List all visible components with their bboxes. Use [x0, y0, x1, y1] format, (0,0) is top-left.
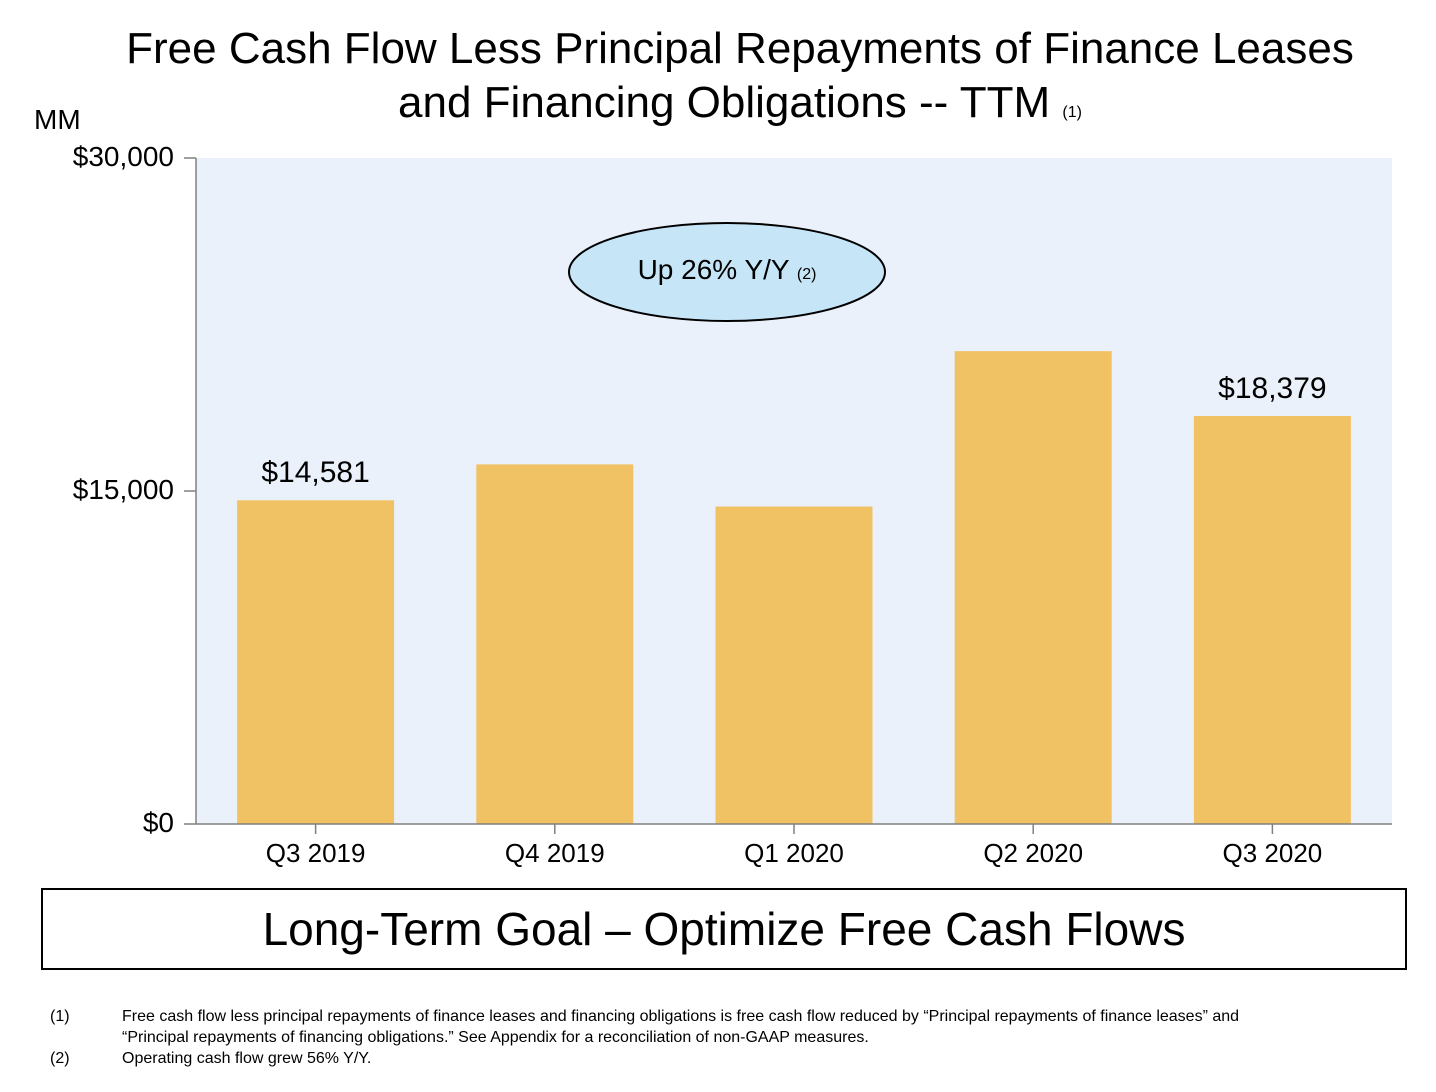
y-axis-unit-label: MM — [34, 104, 81, 135]
bar — [715, 506, 873, 824]
title-footnote-ref: (1) — [1062, 104, 1082, 121]
goal-banner: Long-Term Goal – Optimize Free Cash Flow… — [41, 888, 1407, 970]
x-tick-label: Q3 2020 — [1222, 838, 1323, 868]
y-tick-label: $0 — [142, 807, 174, 838]
chart-title: Free Cash Flow Less Principal Repayments… — [40, 22, 1436, 140]
footnote-text: Operating cash flow grew 56% Y/Y. — [122, 1050, 372, 1067]
chart-title-line2-text: and Financing Obligations -- TTM — [398, 78, 1051, 127]
y-tick-label: $15,000 — [72, 474, 174, 505]
bar — [476, 464, 634, 824]
footnote: (2) Operating cash flow grew 56% Y/Y. — [50, 1048, 1390, 1069]
callout-footnote-ref: (2) — [796, 266, 817, 283]
footnotes: (1) Free cash flow less principal repaym… — [50, 1006, 1390, 1069]
footnote: (1) Free cash flow less principal repaym… — [50, 1006, 1390, 1048]
footnote-number: (2) — [50, 1050, 70, 1067]
bar-data-label: $14,581 — [261, 456, 370, 490]
x-tick-label: Q1 2020 — [744, 838, 844, 868]
bar — [1193, 415, 1351, 824]
x-tick-label: Q2 2020 — [983, 838, 1084, 868]
chart-title-line1: Free Cash Flow Less Principal Repayments… — [126, 24, 1354, 73]
y-tick-label: $30,000 — [72, 141, 174, 172]
bars-layer — [237, 351, 1351, 824]
x-tick-label: Q3 2019 — [265, 838, 366, 868]
chart-title-line2: and Financing Obligations -- TTM (1) — [40, 76, 1436, 140]
callout-label: Up 26% Y/Y — [637, 254, 790, 285]
bar-data-label: $18,379 — [1218, 371, 1327, 405]
axes-layer — [184, 157, 1392, 834]
footnote-text: Free cash flow less principal repayments… — [122, 1008, 1240, 1046]
callout-text: Up 26% Y/Y (2) — [568, 252, 886, 293]
callout-ellipse — [568, 222, 886, 322]
footnote-number: (1) — [50, 1008, 70, 1025]
x-tick-label: Q4 2019 — [504, 838, 605, 868]
bar — [237, 500, 395, 824]
bar — [954, 351, 1112, 824]
